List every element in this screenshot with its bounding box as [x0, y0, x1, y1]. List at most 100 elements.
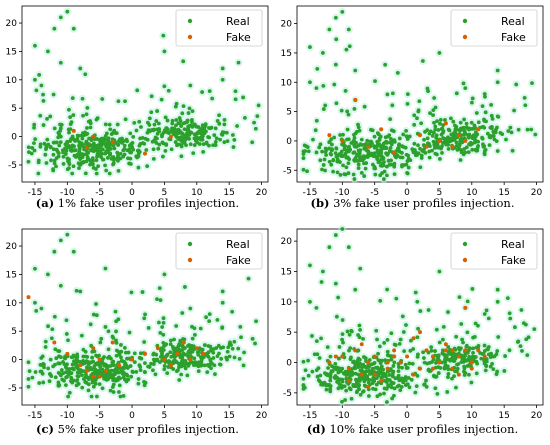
- real-point: [196, 369, 201, 374]
- real-point: [153, 372, 158, 377]
- real-point: [432, 143, 437, 147]
- real-point: [161, 33, 166, 38]
- real-point: [149, 94, 154, 99]
- fake-point: [194, 346, 199, 351]
- real-point: [385, 349, 390, 354]
- real-point: [137, 119, 142, 124]
- x-tick-label: 20: [256, 188, 268, 198]
- real-point: [196, 350, 201, 354]
- real-point: [495, 349, 500, 353]
- real-point: [383, 62, 388, 67]
- real-point: [242, 350, 246, 355]
- real-point: [461, 340, 465, 345]
- real-point: [521, 321, 526, 326]
- real-point: [161, 348, 166, 352]
- real-point: [108, 388, 113, 393]
- real-point: [99, 336, 104, 341]
- real-point: [121, 148, 126, 153]
- real-point: [108, 369, 113, 373]
- real-point: [51, 152, 56, 157]
- real-point: [455, 147, 460, 152]
- real-point: [217, 121, 222, 126]
- panel-a: -15 -10 -5 0 5 10 15 20 -5 0 5 10 15 20 Real Fake (a) 1…: [0, 0, 275, 222]
- real-point: [409, 338, 413, 343]
- real-point: [433, 127, 438, 132]
- real-point: [437, 51, 442, 55]
- real-point: [378, 163, 383, 168]
- real-point: [164, 354, 169, 358]
- fake-point: [168, 363, 173, 368]
- real-point: [132, 121, 137, 125]
- real-point: [162, 49, 167, 54]
- real-point: [67, 157, 71, 162]
- real-point: [57, 143, 62, 148]
- real-point: [482, 118, 487, 123]
- real-point: [386, 383, 390, 388]
- real-point: [346, 171, 351, 176]
- x-tick-label: 15: [498, 188, 509, 198]
- real-point: [37, 381, 42, 385]
- real-point: [54, 147, 59, 152]
- real-point: [161, 320, 166, 325]
- real-point: [211, 143, 215, 148]
- fake-point: [71, 128, 76, 133]
- real-point: [373, 79, 377, 84]
- x-tick-label: 15: [223, 411, 234, 421]
- real-point: [241, 95, 246, 100]
- real-point: [318, 142, 323, 147]
- real-point: [174, 134, 179, 139]
- fake-point: [97, 374, 102, 379]
- real-point: [230, 309, 235, 314]
- real-point: [397, 149, 402, 154]
- real-point: [58, 122, 62, 127]
- real-point: [253, 341, 257, 346]
- real-point: [339, 149, 344, 154]
- real-point: [204, 141, 209, 146]
- fake-point: [84, 145, 89, 150]
- real-point: [246, 276, 251, 281]
- real-point: [213, 372, 217, 377]
- real-point: [304, 144, 308, 149]
- real-point: [483, 94, 487, 99]
- real-point: [213, 140, 218, 144]
- real-point: [26, 360, 31, 365]
- real-point: [447, 137, 451, 142]
- real-point: [81, 354, 86, 359]
- real-point: [389, 357, 394, 362]
- real-point: [122, 143, 127, 148]
- fake-point: [424, 144, 429, 149]
- real-point: [451, 131, 456, 136]
- real-point: [52, 249, 57, 254]
- real-point: [130, 140, 135, 145]
- panel-c: -15 -10 -5 0 5 10 15 20 -5 0 5 10 15 20 Real Fake (c) 5…: [0, 223, 275, 445]
- real-point: [165, 127, 170, 132]
- real-point: [346, 161, 351, 166]
- real-point: [85, 106, 90, 110]
- real-point: [451, 359, 456, 364]
- real-point: [183, 352, 188, 357]
- real-point: [233, 89, 238, 94]
- real-point: [491, 134, 496, 138]
- real-point: [183, 285, 187, 289]
- real-point: [66, 338, 70, 343]
- real-series: [301, 9, 538, 181]
- real-point: [338, 173, 343, 177]
- real-point: [207, 126, 211, 130]
- real-point: [368, 153, 373, 158]
- real-point: [406, 165, 411, 170]
- real-point: [158, 298, 163, 303]
- real-point: [89, 394, 94, 399]
- x-tick-label: -5: [95, 188, 104, 198]
- real-point: [129, 374, 134, 379]
- real-point: [436, 128, 441, 132]
- real-point: [255, 114, 260, 119]
- real-point: [145, 137, 150, 142]
- real-point: [46, 366, 51, 371]
- real-point: [356, 364, 361, 369]
- plot-frame: [21, 5, 269, 183]
- real-point: [390, 374, 395, 379]
- real-point: [157, 129, 162, 134]
- real-point: [469, 120, 474, 125]
- real-point: [81, 113, 85, 118]
